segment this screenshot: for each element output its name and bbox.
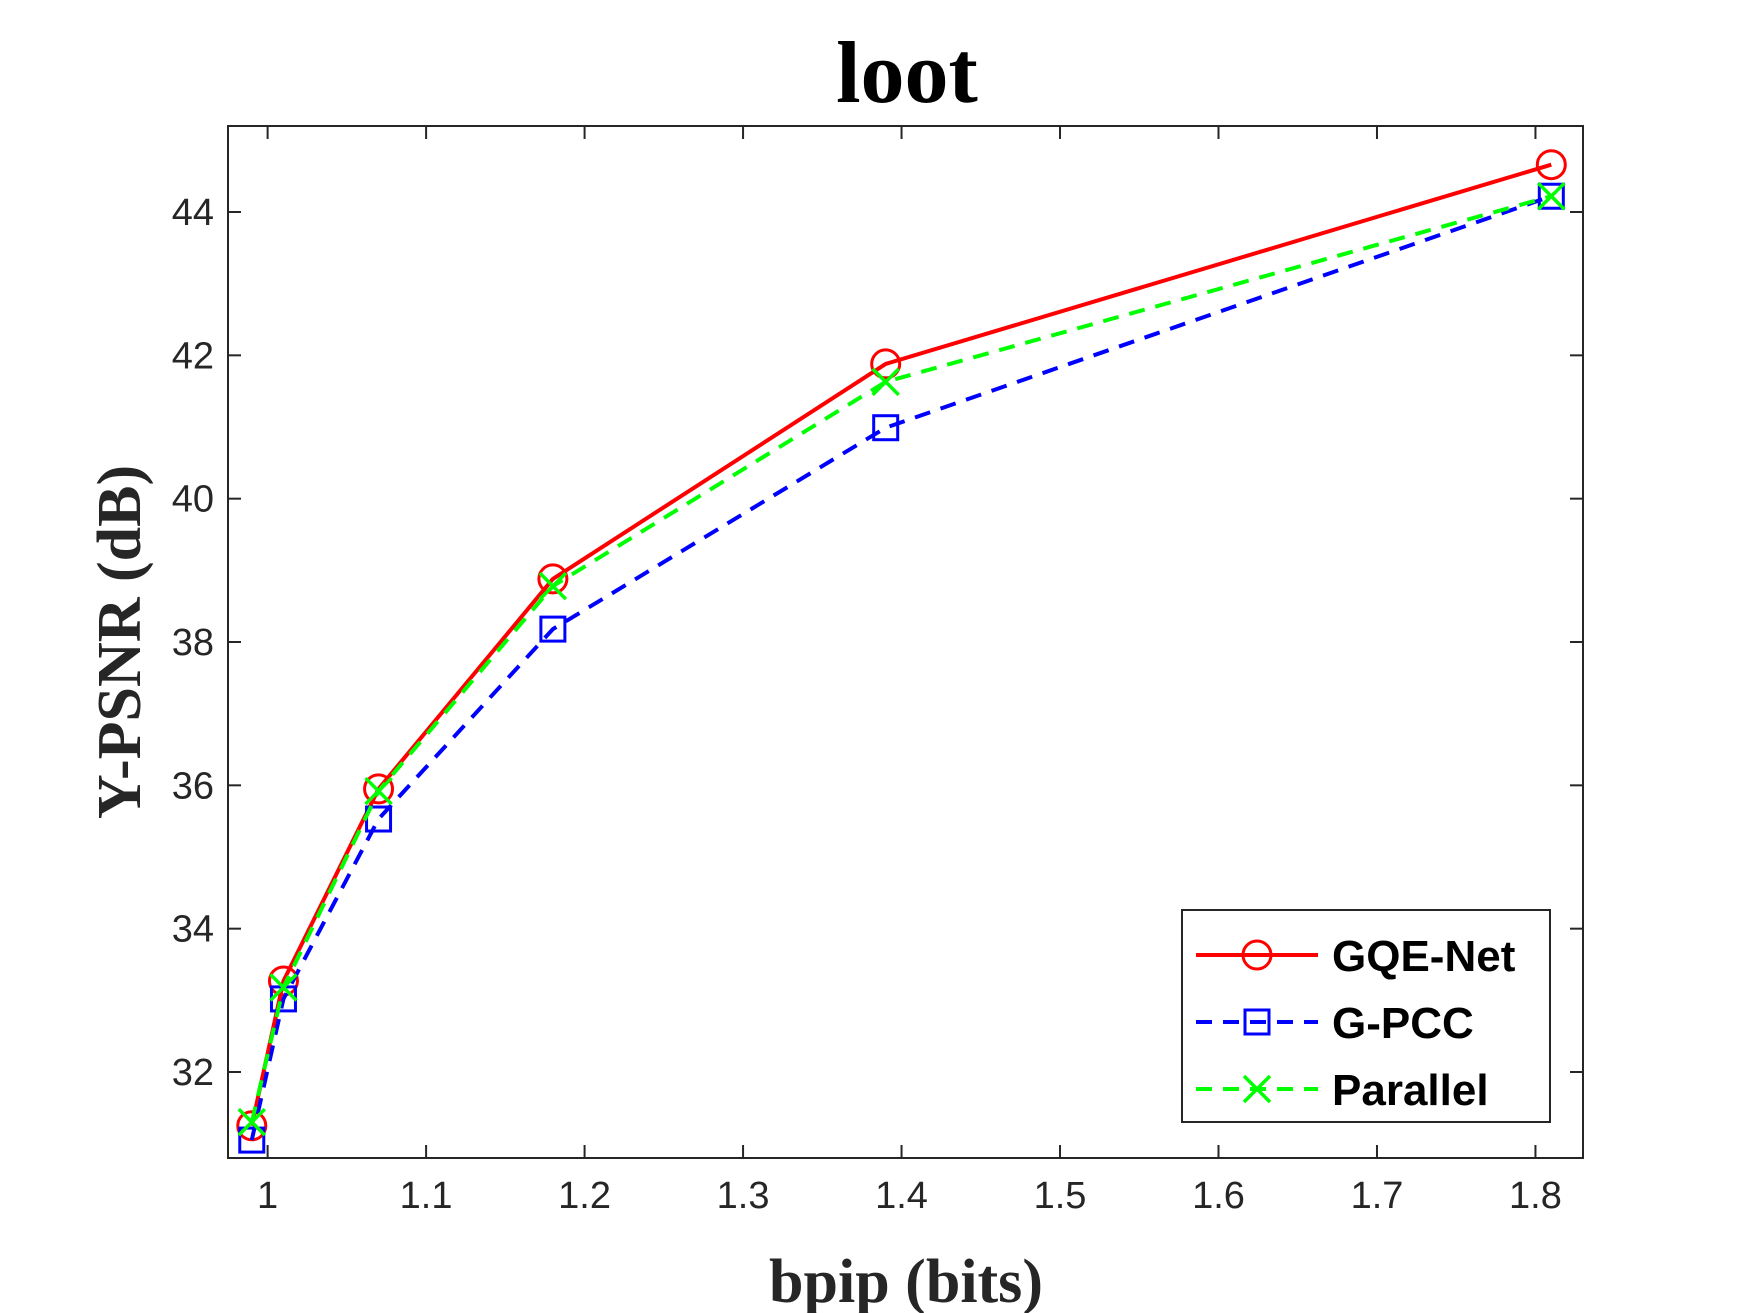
data-point-g-pcc <box>872 414 900 442</box>
data-point-parallel <box>871 367 900 397</box>
x-tick-label: 1.1 <box>400 1175 453 1217</box>
data-point-gqe-net <box>537 563 569 595</box>
data-point-g-pcc <box>1537 182 1565 210</box>
x-tick-label: 1.8 <box>1509 1175 1562 1217</box>
data-point-gqe-net <box>870 348 902 380</box>
legend-label: GQE-Net <box>1332 932 1516 981</box>
data-point-parallel <box>1537 181 1566 211</box>
data-point-parallel <box>269 973 298 1002</box>
x-tick-label: 1.5 <box>1034 1175 1087 1217</box>
data-point-parallel <box>364 776 393 806</box>
y-tick-label: 32 <box>172 1052 214 1094</box>
data-point-gqe-net <box>1535 149 1567 181</box>
x-tick-label: 1 <box>257 1175 278 1217</box>
data-point-gqe-net <box>363 773 395 805</box>
x-tick-label: 1.4 <box>875 1175 928 1217</box>
x-tick-label: 1.7 <box>1351 1175 1404 1217</box>
data-point-g-pcc <box>238 1126 266 1154</box>
chart-title: loot <box>836 25 978 122</box>
legend-marker <box>1242 1074 1272 1104</box>
series-parallel <box>237 181 1566 1137</box>
data-point-parallel <box>538 571 568 601</box>
legend-item-gqe-net: GQE-Net <box>1196 932 1516 981</box>
legend-label: G-PCC <box>1332 999 1474 1048</box>
series-line-parallel <box>249 194 1552 1123</box>
y-tick-label: 42 <box>172 335 214 377</box>
x-axis-label: bpip (bits) <box>769 1248 1043 1313</box>
y-tick-label: 44 <box>172 192 214 234</box>
x-tick-label: 1.2 <box>558 1175 611 1217</box>
y-tick-label: 36 <box>172 765 214 807</box>
series-line-g-pcc <box>249 194 1552 1141</box>
legend-item-g-pcc: G-PCC <box>1196 999 1474 1048</box>
y-tick-label: 40 <box>172 479 214 521</box>
y-tick-label: 38 <box>172 622 214 664</box>
legend-marker <box>1241 939 1273 971</box>
y-tick-label: 34 <box>172 909 214 951</box>
y-axis-label: Y-PSNR (dB) <box>86 465 154 819</box>
data-point-parallel <box>237 1107 267 1137</box>
legend: GQE-Net G-PCC Parallel <box>1181 909 1551 1123</box>
data-point-g-pcc <box>539 615 567 643</box>
x-tick-label: 1.3 <box>717 1175 770 1217</box>
legend-label: Parallel <box>1332 1066 1489 1115</box>
legend-item-parallel: Parallel <box>1196 1066 1489 1115</box>
legend-marker <box>1243 1008 1271 1036</box>
legend-box <box>1181 909 1551 1123</box>
x-tick-label: 1.6 <box>1192 1175 1245 1217</box>
